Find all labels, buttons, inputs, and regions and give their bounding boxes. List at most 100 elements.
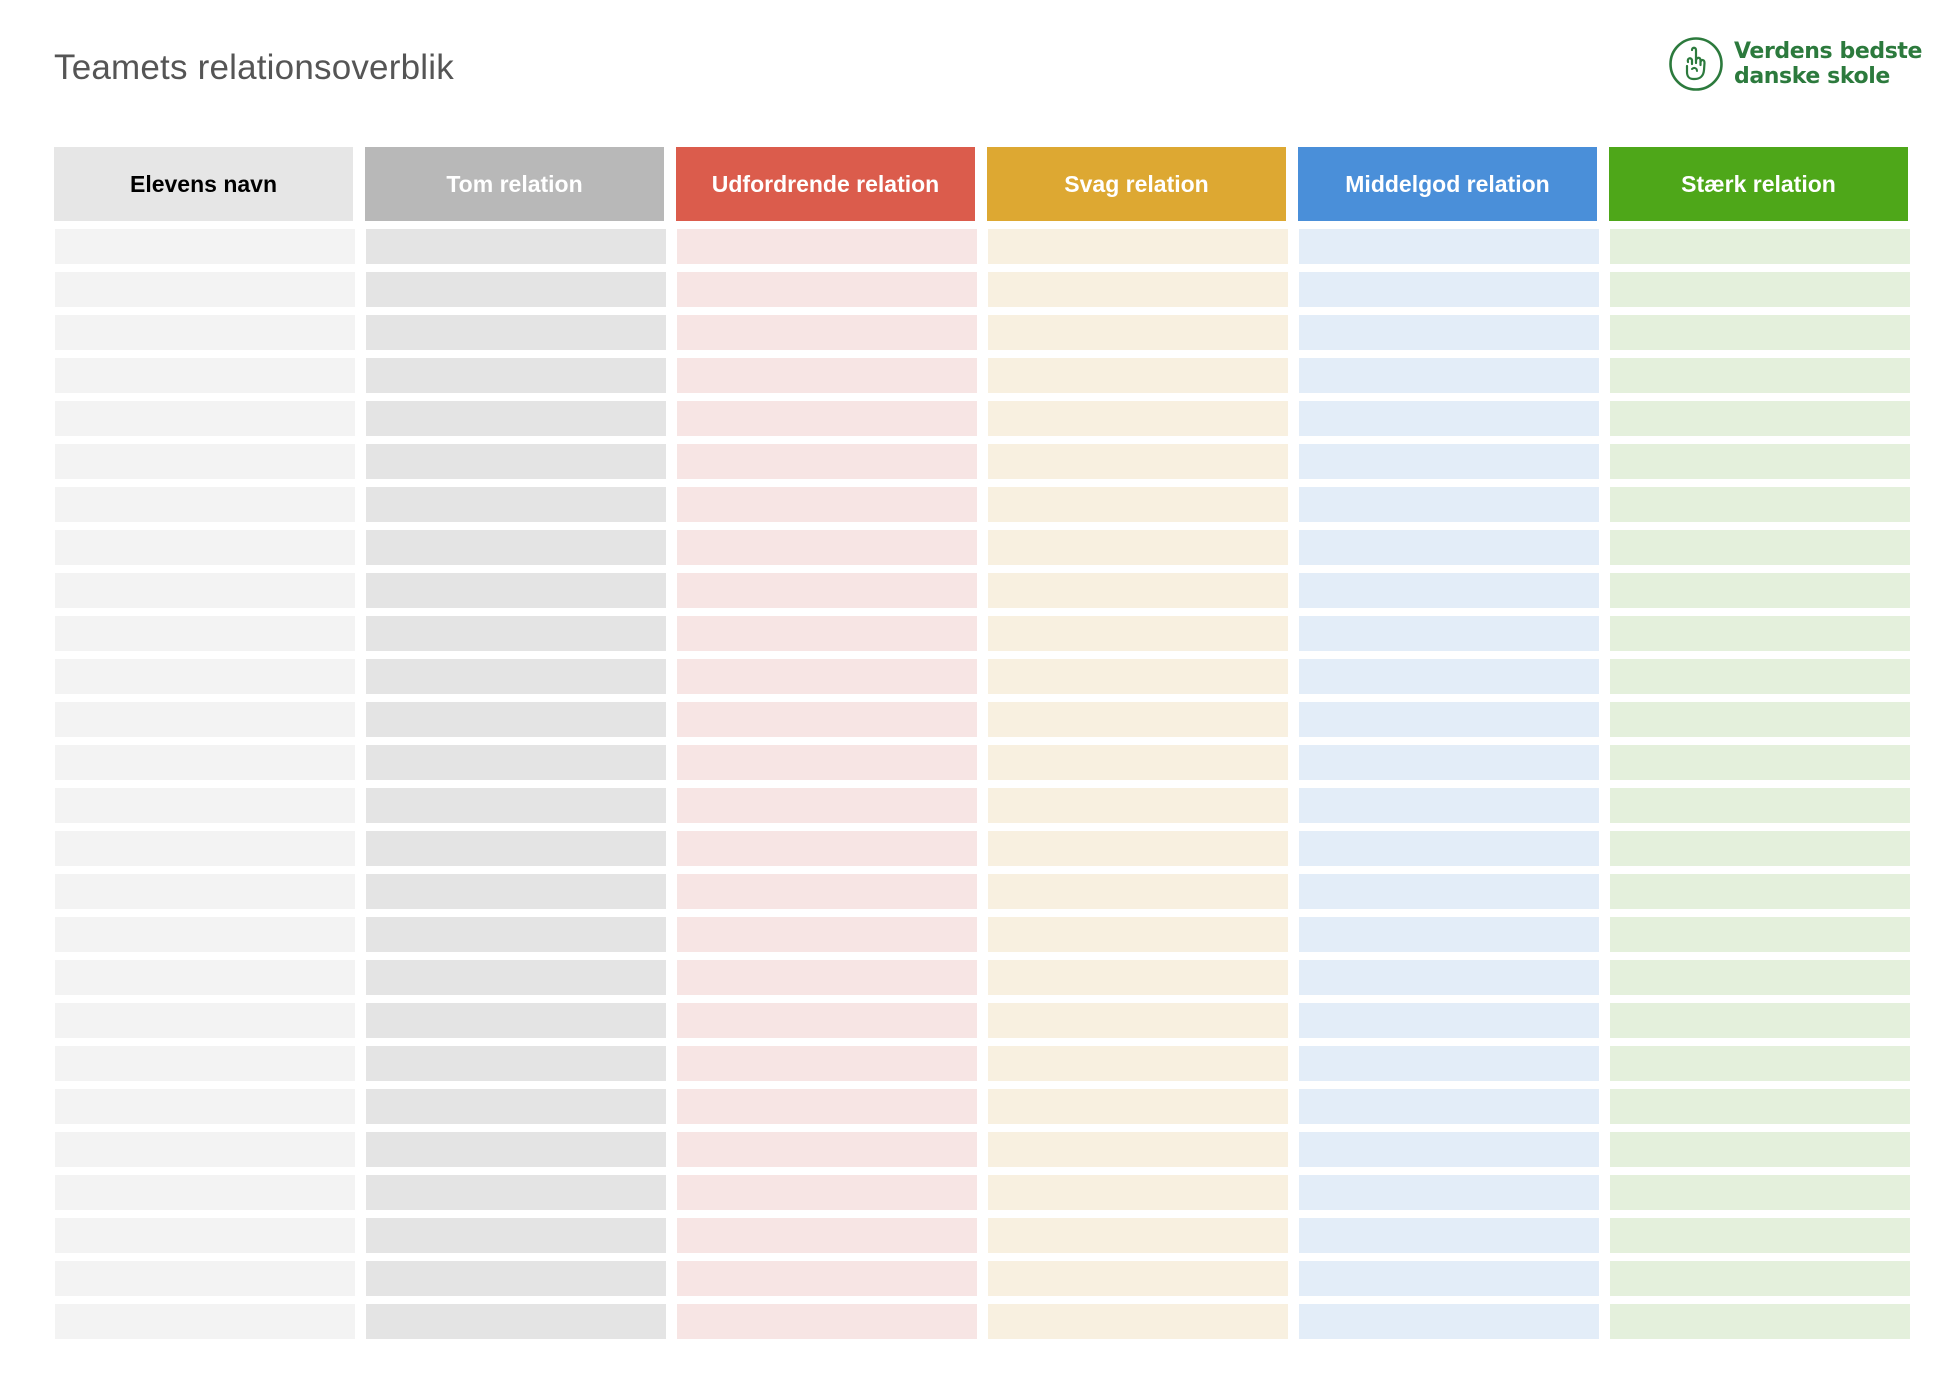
table-cell-strong[interactable] (1610, 315, 1910, 350)
table-cell-weak[interactable] (988, 1218, 1288, 1253)
table-cell-weak[interactable] (988, 487, 1288, 522)
table-cell-challenging[interactable] (677, 573, 977, 608)
table-cell-strong[interactable] (1610, 573, 1910, 608)
table-cell-challenging[interactable] (677, 530, 977, 565)
table-cell-empty[interactable] (366, 1046, 666, 1081)
table-cell-empty[interactable] (366, 1003, 666, 1038)
table-cell-challenging[interactable] (677, 272, 977, 307)
table-cell-empty[interactable] (366, 702, 666, 737)
table-cell-weak[interactable] (988, 917, 1288, 952)
table-cell-strong[interactable] (1610, 1261, 1910, 1296)
table-cell-strong[interactable] (1610, 1304, 1910, 1339)
table-cell-challenging[interactable] (677, 1175, 977, 1210)
table-cell-challenging[interactable] (677, 1132, 977, 1167)
table-cell-weak[interactable] (988, 272, 1288, 307)
table-cell-empty[interactable] (366, 229, 666, 264)
table-cell-challenging[interactable] (677, 874, 977, 909)
table-cell-medium[interactable] (1299, 530, 1599, 565)
table-cell-empty[interactable] (366, 530, 666, 565)
table-cell-strong[interactable] (1610, 659, 1910, 694)
table-cell-empty[interactable] (366, 831, 666, 866)
table-cell-name[interactable] (55, 1003, 355, 1038)
table-cell-weak[interactable] (988, 1175, 1288, 1210)
table-cell-challenging[interactable] (677, 1261, 977, 1296)
table-cell-name[interactable] (55, 358, 355, 393)
table-cell-medium[interactable] (1299, 487, 1599, 522)
table-cell-empty[interactable] (366, 358, 666, 393)
table-cell-strong[interactable] (1610, 960, 1910, 995)
table-cell-name[interactable] (55, 401, 355, 436)
table-cell-medium[interactable] (1299, 573, 1599, 608)
table-cell-name[interactable] (55, 530, 355, 565)
table-cell-challenging[interactable] (677, 1218, 977, 1253)
table-cell-strong[interactable] (1610, 1046, 1910, 1081)
table-cell-empty[interactable] (366, 1175, 666, 1210)
table-cell-weak[interactable] (988, 1003, 1288, 1038)
table-cell-weak[interactable] (988, 874, 1288, 909)
table-cell-medium[interactable] (1299, 1218, 1599, 1253)
table-cell-challenging[interactable] (677, 401, 977, 436)
table-cell-name[interactable] (55, 1261, 355, 1296)
table-cell-medium[interactable] (1299, 1175, 1599, 1210)
table-cell-strong[interactable] (1610, 1175, 1910, 1210)
table-cell-name[interactable] (55, 1304, 355, 1339)
table-cell-empty[interactable] (366, 960, 666, 995)
table-cell-name[interactable] (55, 1046, 355, 1081)
table-cell-medium[interactable] (1299, 229, 1599, 264)
table-cell-name[interactable] (55, 1218, 355, 1253)
table-cell-empty[interactable] (366, 917, 666, 952)
table-cell-challenging[interactable] (677, 1089, 977, 1124)
table-cell-weak[interactable] (988, 1304, 1288, 1339)
table-cell-name[interactable] (55, 1132, 355, 1167)
table-cell-empty[interactable] (366, 272, 666, 307)
table-cell-empty[interactable] (366, 659, 666, 694)
table-cell-strong[interactable] (1610, 874, 1910, 909)
table-cell-empty[interactable] (366, 1089, 666, 1124)
table-cell-strong[interactable] (1610, 1218, 1910, 1253)
table-cell-strong[interactable] (1610, 917, 1910, 952)
table-cell-medium[interactable] (1299, 1261, 1599, 1296)
table-cell-medium[interactable] (1299, 745, 1599, 780)
table-cell-medium[interactable] (1299, 1132, 1599, 1167)
table-cell-medium[interactable] (1299, 831, 1599, 866)
table-cell-challenging[interactable] (677, 745, 977, 780)
table-cell-empty[interactable] (366, 315, 666, 350)
table-cell-medium[interactable] (1299, 401, 1599, 436)
table-cell-empty[interactable] (366, 1304, 666, 1339)
table-cell-name[interactable] (55, 573, 355, 608)
table-cell-strong[interactable] (1610, 1089, 1910, 1124)
table-cell-strong[interactable] (1610, 831, 1910, 866)
table-cell-strong[interactable] (1610, 401, 1910, 436)
table-cell-empty[interactable] (366, 1261, 666, 1296)
table-cell-weak[interactable] (988, 315, 1288, 350)
table-cell-weak[interactable] (988, 573, 1288, 608)
table-cell-weak[interactable] (988, 659, 1288, 694)
table-cell-medium[interactable] (1299, 444, 1599, 479)
table-cell-name[interactable] (55, 616, 355, 651)
table-cell-empty[interactable] (366, 616, 666, 651)
table-cell-empty[interactable] (366, 444, 666, 479)
table-cell-challenging[interactable] (677, 1046, 977, 1081)
table-cell-medium[interactable] (1299, 272, 1599, 307)
table-cell-strong[interactable] (1610, 272, 1910, 307)
table-cell-challenging[interactable] (677, 831, 977, 866)
table-cell-challenging[interactable] (677, 788, 977, 823)
table-cell-name[interactable] (55, 659, 355, 694)
table-cell-empty[interactable] (366, 487, 666, 522)
table-cell-strong[interactable] (1610, 444, 1910, 479)
table-cell-medium[interactable] (1299, 315, 1599, 350)
table-cell-medium[interactable] (1299, 702, 1599, 737)
table-cell-strong[interactable] (1610, 1003, 1910, 1038)
table-cell-medium[interactable] (1299, 1046, 1599, 1081)
table-cell-empty[interactable] (366, 745, 666, 780)
table-cell-name[interactable] (55, 960, 355, 995)
table-cell-weak[interactable] (988, 831, 1288, 866)
table-cell-strong[interactable] (1610, 1132, 1910, 1167)
table-cell-medium[interactable] (1299, 788, 1599, 823)
table-cell-medium[interactable] (1299, 874, 1599, 909)
table-cell-name[interactable] (55, 315, 355, 350)
table-cell-weak[interactable] (988, 745, 1288, 780)
table-cell-medium[interactable] (1299, 1304, 1599, 1339)
table-cell-name[interactable] (55, 272, 355, 307)
table-cell-name[interactable] (55, 831, 355, 866)
